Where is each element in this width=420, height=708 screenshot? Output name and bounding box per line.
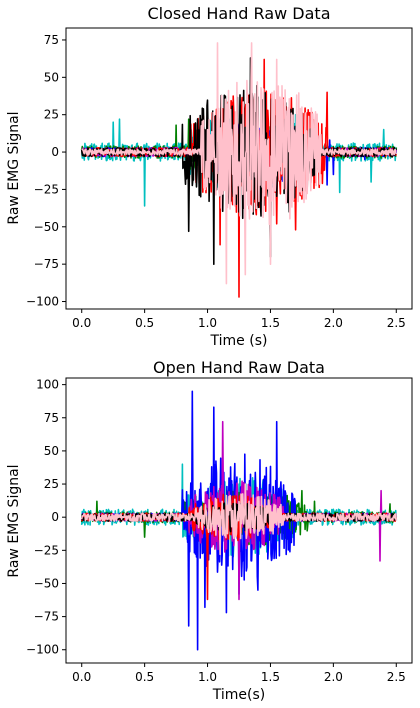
y-tick-label: 75 [44,33,59,47]
x-tick-label: 1.5 [261,316,280,330]
x-tick-label: 2.0 [324,316,343,330]
x-tick-label: 1.5 [261,670,280,684]
y-tick-label: −50 [34,576,59,590]
chart-title: Closed Hand Raw Data [148,4,331,23]
y-tick-label: 25 [44,477,59,491]
x-tick-label: 0.5 [135,316,154,330]
y-tick-label: 25 [44,108,59,122]
plot-area [80,42,398,298]
x-tick-label: 0.0 [72,670,91,684]
y-tick-label: −75 [34,257,59,271]
y-tick-label: 50 [44,70,59,84]
y-tick-label: −25 [34,543,59,557]
x-tick-label: 0.0 [72,316,91,330]
y-tick-label: 0 [51,510,59,524]
y-tick-label: 75 [44,411,59,425]
axes-frame [65,27,413,310]
y-axis-label: Raw EMG Signal [6,464,22,577]
x-axis-label: Time (s) [210,333,268,349]
y-tick-label: −100 [26,643,59,657]
x-tick-label: 1.0 [198,316,217,330]
x-tick-label: 0.5 [135,670,154,684]
chart-closed-hand: Closed Hand Raw Data 0.0 0.5 1.0 1.5 2.0 2.5 −… [6,4,413,349]
x-tick-label: 2.0 [324,670,343,684]
y-tick-label: 50 [44,444,59,458]
x-tick-label: 1.0 [198,670,217,684]
axis-ticks: 0.0 0.5 1.0 1.5 2.0 2.5 −100 −75 −50 −25 0 25 50 75 [26,33,406,330]
y-tick-label: 100 [36,378,59,392]
plot-area [80,390,398,651]
x-tick-label: 2.5 [387,316,406,330]
series-line-6 [80,483,398,556]
y-tick-label: −50 [34,220,59,234]
axes-frame [65,377,413,664]
y-tick-label: 0 [51,145,59,159]
x-axis-label: Time(s) [212,687,265,703]
x-tick-label: 2.5 [387,670,406,684]
chart-title: Open Hand Raw Data [153,358,325,377]
y-tick-label: −75 [34,610,59,624]
axis-ticks: 0.0 0.5 1.0 1.5 2.0 2.5 −100 −75 −50 −25 0 25 50 75 10… [26,378,406,684]
y-tick-label: −25 [34,182,59,196]
y-tick-label: −100 [26,295,59,309]
y-axis-label: Raw EMG Signal [6,111,22,224]
chart-open-hand: Open Hand Raw Data 0.0 0.5 1.0 1.5 2.0 2.5 −10… [6,358,413,703]
series-line-6 [81,42,398,285]
